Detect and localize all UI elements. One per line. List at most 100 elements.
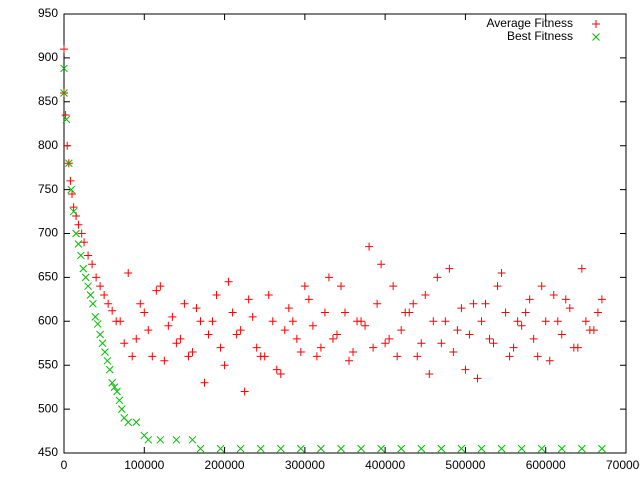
point — [132, 334, 141, 343]
x-tick-label: 200000 — [205, 458, 245, 472]
point — [569, 343, 578, 352]
point — [473, 374, 482, 383]
point — [296, 444, 305, 453]
point — [288, 317, 297, 326]
point — [108, 306, 117, 315]
point — [292, 334, 301, 343]
point — [93, 320, 102, 328]
point — [140, 308, 149, 317]
point — [545, 356, 554, 365]
point — [513, 317, 522, 326]
point — [280, 326, 289, 335]
point — [577, 264, 586, 273]
point — [300, 282, 309, 291]
point — [64, 159, 73, 168]
y-tick-label: 900 — [38, 50, 58, 64]
point — [228, 308, 237, 317]
point — [98, 339, 107, 348]
point — [397, 444, 406, 453]
point — [62, 115, 71, 124]
point — [176, 334, 185, 343]
point — [196, 444, 205, 453]
point — [521, 308, 530, 317]
point — [89, 299, 97, 308]
point — [212, 290, 221, 299]
point — [216, 444, 225, 453]
y-tick-label: 700 — [38, 226, 58, 240]
point — [204, 330, 213, 339]
point — [477, 444, 486, 453]
point — [101, 348, 109, 356]
point — [565, 304, 574, 313]
point — [320, 308, 329, 317]
point — [232, 330, 241, 339]
point — [77, 251, 85, 260]
point — [100, 290, 109, 299]
point — [103, 356, 112, 365]
point — [377, 260, 386, 269]
point — [296, 348, 305, 357]
point — [365, 242, 374, 251]
point — [549, 290, 558, 299]
point — [308, 321, 317, 330]
point — [172, 435, 181, 444]
point — [132, 418, 141, 427]
point — [79, 264, 88, 273]
y-tick-label: 550 — [38, 357, 58, 371]
point — [67, 185, 76, 194]
point — [409, 299, 418, 308]
point — [136, 299, 145, 308]
x-tick-label: 700000 — [606, 458, 640, 472]
point — [581, 317, 590, 326]
point — [92, 273, 101, 282]
point — [397, 326, 406, 335]
y-tick-label: 650 — [38, 270, 58, 284]
point — [168, 312, 177, 321]
point — [361, 321, 370, 330]
point — [180, 299, 189, 308]
point — [557, 330, 566, 339]
point — [268, 317, 277, 326]
point — [529, 334, 538, 343]
point — [236, 444, 245, 453]
point — [553, 317, 562, 326]
point — [61, 110, 70, 119]
point — [481, 299, 490, 308]
point — [113, 387, 121, 396]
point — [224, 277, 233, 286]
point — [336, 282, 345, 291]
point — [164, 321, 173, 330]
point — [557, 444, 566, 453]
point — [69, 207, 78, 216]
point — [60, 64, 68, 73]
point — [441, 317, 450, 326]
point — [457, 304, 466, 313]
point — [501, 308, 510, 317]
point — [105, 365, 114, 374]
point — [124, 418, 133, 427]
point — [425, 369, 434, 378]
y-tick-label: 950 — [38, 6, 58, 20]
point — [84, 282, 92, 291]
point — [328, 334, 337, 343]
y-tick-label: 800 — [38, 138, 58, 152]
point — [445, 264, 454, 273]
point — [517, 444, 526, 453]
x-tick-label: 600000 — [526, 458, 566, 472]
point — [74, 220, 83, 229]
point — [66, 176, 75, 185]
point — [517, 321, 526, 330]
point — [533, 352, 542, 361]
point — [124, 269, 133, 278]
y-tick-label: 850 — [38, 94, 58, 108]
y-tick-label: 500 — [38, 401, 58, 415]
point — [188, 435, 197, 444]
y-tick-label: 450 — [38, 445, 58, 459]
point — [60, 45, 68, 54]
point — [72, 229, 80, 238]
point — [108, 378, 117, 387]
point — [196, 317, 205, 326]
point — [349, 348, 358, 357]
point — [304, 295, 313, 304]
